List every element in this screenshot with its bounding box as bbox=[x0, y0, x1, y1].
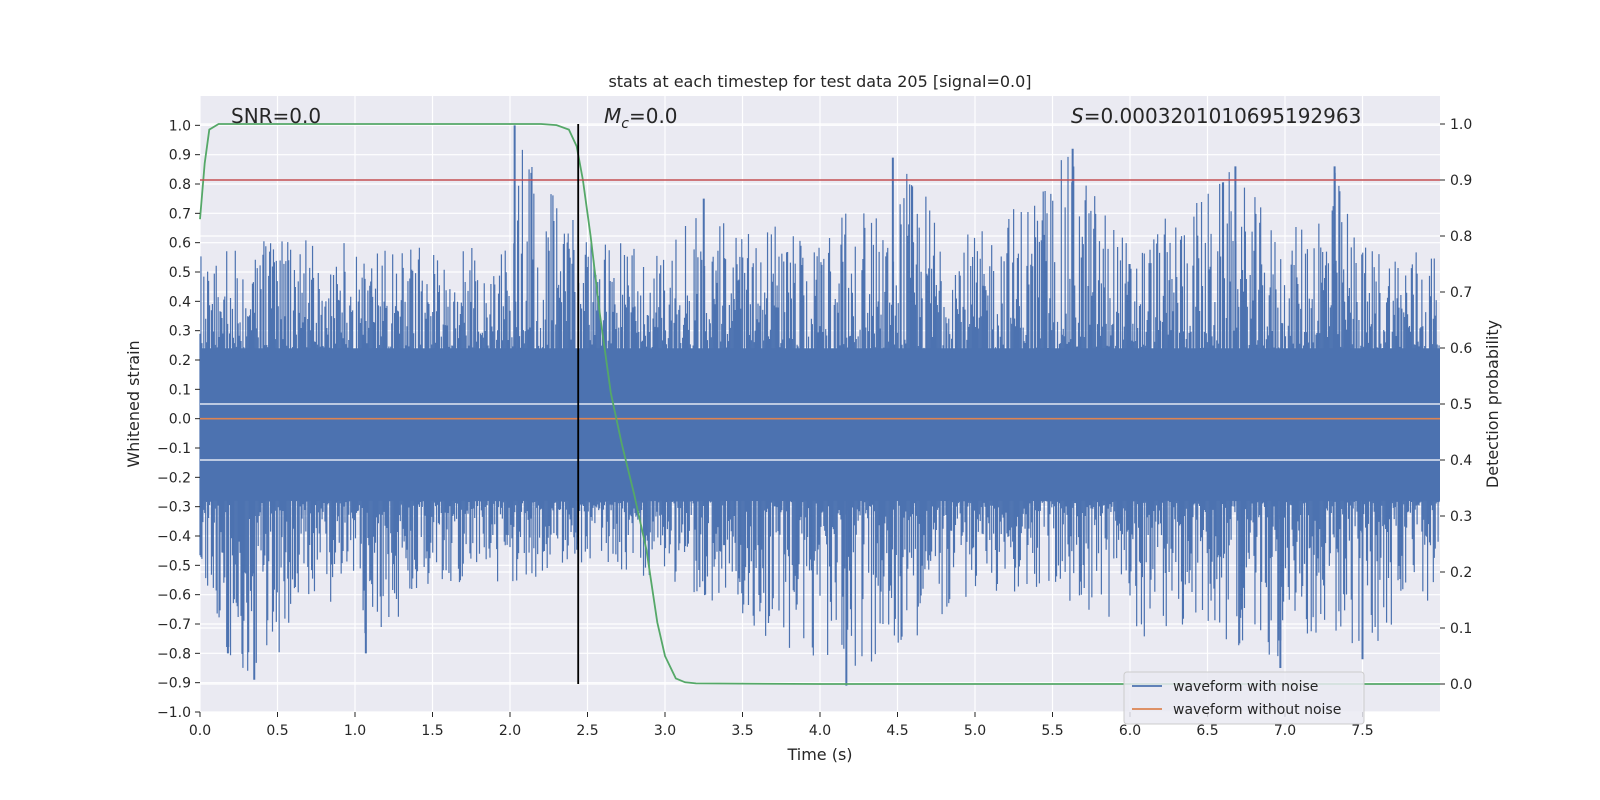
y-right-tick-label: 0.6 bbox=[1450, 341, 1472, 357]
y-tick-label: 0.0 bbox=[169, 412, 191, 428]
left-axis: −1.0 −0.9 −0.8 −0.7 −0.6 −0.5 −0.4 −0.3 −0.2 −0.1… bbox=[157, 118, 200, 721]
series-waveform-with-noise bbox=[199, 125, 1440, 686]
snr-annotation: SNR=0.0 bbox=[231, 104, 321, 128]
x-tick-label: 5.0 bbox=[964, 723, 986, 739]
x-tick-label: 4.5 bbox=[886, 723, 908, 739]
chart-title: stats at each timestep for test data 205… bbox=[608, 72, 1031, 91]
y-tick-label: 0.5 bbox=[169, 265, 191, 281]
y-tick-label: 0.7 bbox=[169, 206, 191, 222]
y-tick-label: −0.3 bbox=[157, 500, 191, 516]
x-tick-label: 7.5 bbox=[1351, 723, 1373, 739]
x-tick-label: 2.0 bbox=[499, 723, 521, 739]
y-tick-label: −0.2 bbox=[157, 470, 191, 486]
x-axis: 0.0 0.5 1.0 1.5 2.0 2.5 3.0 3.5 4.0 4.5 5.0 5.5 6.0 6… bbox=[189, 712, 1374, 739]
y-tick-label: 0.4 bbox=[169, 294, 191, 310]
y-tick-label: −0.8 bbox=[157, 646, 191, 662]
y-axis-label: Whitened strain bbox=[124, 340, 143, 467]
x-tick-label: 1.0 bbox=[344, 723, 366, 739]
y-tick-label: 0.3 bbox=[169, 324, 191, 340]
x-tick-label: 3.0 bbox=[654, 723, 676, 739]
x-tick-label: 1.5 bbox=[421, 723, 443, 739]
x-tick-label: 6.0 bbox=[1119, 723, 1141, 739]
y-tick-label: −0.6 bbox=[157, 588, 191, 604]
series-lines bbox=[199, 123, 1440, 685]
mc-symbol: M bbox=[604, 104, 621, 128]
legend-box bbox=[1123, 671, 1365, 725]
legend-label-clean: waveform without noise bbox=[1173, 702, 1341, 718]
right-axis: 0.0 0.1 0.2 0.3 0.4 0.5 0.6 0.7 0.8 0.9 1.0 bbox=[1440, 117, 1472, 693]
y-tick-label: 0.1 bbox=[169, 382, 191, 398]
x-tick-label: 6.5 bbox=[1196, 723, 1218, 739]
s-value: =0.0003201010695192963 bbox=[1084, 104, 1362, 128]
mc-subscript: c bbox=[621, 116, 629, 132]
legend: waveform with noise waveform without noi… bbox=[1123, 671, 1365, 725]
legend-label-noise: waveform with noise bbox=[1173, 679, 1318, 695]
y-tick-label: −1.0 bbox=[157, 705, 191, 721]
noise-band bbox=[200, 348, 1440, 501]
y-right-tick-label: 0.4 bbox=[1450, 453, 1472, 469]
y-tick-label: 0.9 bbox=[169, 148, 191, 164]
y-tick-label: −0.7 bbox=[157, 617, 191, 633]
x-tick-label: 7.0 bbox=[1274, 723, 1296, 739]
y-tick-label: 0.2 bbox=[169, 353, 191, 369]
x-tick-label: 5.5 bbox=[1041, 723, 1063, 739]
y-right-tick-label: 0.3 bbox=[1450, 509, 1472, 525]
y-right-tick-label: 0.5 bbox=[1450, 397, 1472, 413]
y-right-tick-label: 0.7 bbox=[1450, 285, 1472, 301]
y-right-tick-label: 0.1 bbox=[1450, 621, 1472, 637]
x-tick-label: 2.5 bbox=[576, 723, 598, 739]
y-right-tick-label: 0.0 bbox=[1450, 677, 1472, 693]
y-tick-label: −0.1 bbox=[157, 441, 191, 457]
y-tick-label: −0.5 bbox=[157, 558, 191, 574]
y-tick-label: −0.4 bbox=[157, 529, 191, 545]
y-right-tick-label: 0.8 bbox=[1450, 229, 1472, 245]
mc-annotation: Mc=0.0 bbox=[604, 104, 678, 132]
y-tick-label: 0.6 bbox=[169, 236, 191, 252]
series-detection-probability bbox=[199, 123, 1440, 685]
x-tick-label: 0.5 bbox=[266, 723, 288, 739]
x-tick-label: 3.5 bbox=[731, 723, 753, 739]
y-tick-label: 0.8 bbox=[169, 177, 191, 193]
x-axis-label: Time (s) bbox=[786, 745, 852, 764]
y-right-tick-label: 0.2 bbox=[1450, 565, 1472, 581]
s-symbol: S bbox=[1071, 104, 1084, 128]
y-right-tick-label: 1.0 bbox=[1450, 117, 1472, 133]
s-annotation: S=0.0003201010695192963 bbox=[1071, 104, 1361, 128]
y-right-tick-label: 0.9 bbox=[1450, 173, 1472, 189]
x-tick-label: 0.0 bbox=[189, 723, 211, 739]
y-tick-label: −0.9 bbox=[157, 676, 191, 692]
mc-value: =0.0 bbox=[629, 104, 678, 128]
y-tick-label: 1.0 bbox=[169, 118, 191, 134]
x-tick-label: 4.0 bbox=[809, 723, 831, 739]
y-axis-right-label: Detection probability bbox=[1483, 320, 1502, 488]
